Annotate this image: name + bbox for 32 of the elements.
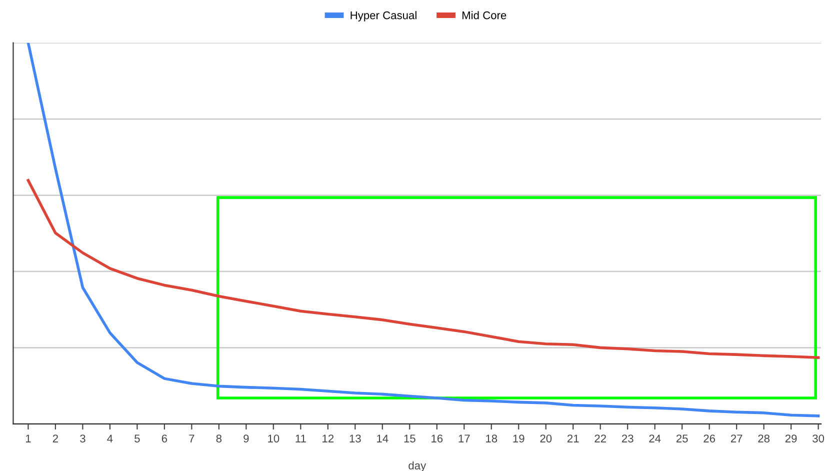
x-tick-label: 5 — [134, 434, 140, 442]
x-tick-label: 8 — [216, 434, 222, 442]
x-tick-label: 2 — [52, 434, 58, 442]
x-tick-label: 24 — [649, 434, 661, 442]
x-tick-label: 28 — [758, 434, 770, 442]
x-tick-label: 19 — [513, 434, 524, 442]
x-tick-label: 16 — [432, 434, 443, 442]
x-tick-label: 12 — [322, 434, 334, 442]
x-tick-label: 9 — [244, 434, 249, 442]
legend-label: Hyper Casual — [350, 11, 416, 22]
x-tick-label: 29 — [785, 434, 797, 442]
x-tick-label: 15 — [404, 434, 416, 442]
x-tick-label: 21 — [567, 434, 579, 442]
x-tick-label: 10 — [268, 434, 280, 442]
x-tick-label: 27 — [730, 434, 742, 442]
x-tick-label: 25 — [676, 434, 688, 442]
x-tick-label: 13 — [350, 434, 361, 442]
x-tick-label: 11 — [296, 434, 306, 442]
x-tick-label: 22 — [594, 434, 606, 442]
x-tick-label: 14 — [377, 434, 388, 442]
x-tick-label: 6 — [162, 434, 168, 442]
x-tick-label: 30 — [812, 434, 824, 442]
x-tick-label: 4 — [107, 434, 113, 442]
x-tick-label: 20 — [540, 434, 552, 442]
x-tick-label: 18 — [486, 434, 498, 442]
legend-label: Mid Core — [462, 11, 506, 20]
x-tick-label: 7 — [189, 434, 194, 442]
x-tick-label: 17 — [458, 434, 470, 442]
x-tick-label: 1 — [26, 434, 31, 442]
x-tick-label: 3 — [80, 434, 86, 442]
x-tick-label: 23 — [622, 434, 634, 442]
x-tick-label: 26 — [704, 434, 716, 442]
